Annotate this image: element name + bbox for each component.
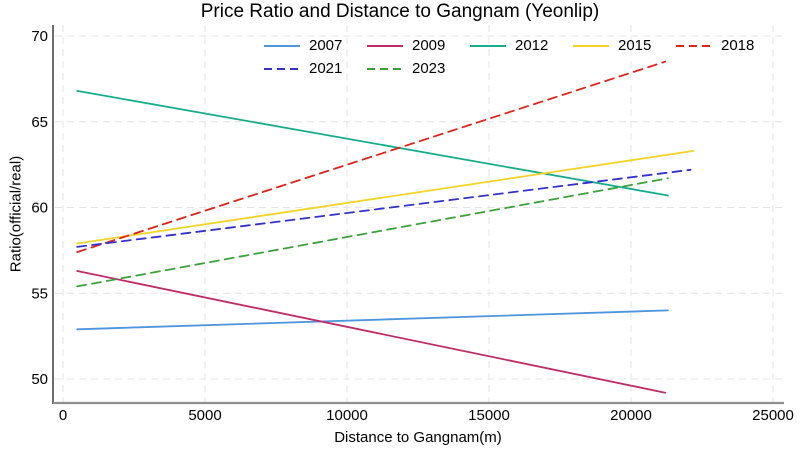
y-tick-label: 70: [31, 28, 48, 45]
legend-line-sample-2009: [367, 44, 403, 47]
series-line-2018: [76, 60, 666, 254]
legend-line-sample-2021: [264, 67, 300, 70]
series-line-2009: [76, 270, 666, 394]
series-line-2012: [76, 90, 669, 197]
legend-label: 2015: [618, 37, 652, 54]
legend-item-2023: 2023: [366, 60, 449, 77]
legend-line-sample-2023: [367, 67, 403, 70]
chart-title: Price Ratio and Distance to Gangnam (Yeo…: [200, 1, 600, 22]
x-axis-label: Distance to Gangnam(m): [334, 429, 502, 446]
series-line-2015: [76, 149, 695, 245]
legend-item-2021: 2021: [263, 60, 346, 77]
x-tick-label: 25000: [752, 407, 794, 424]
legend-label: 2009: [412, 37, 446, 54]
legend-label: 2007: [309, 37, 343, 54]
legend-row: 2007 2009 2012 2015 2018: [263, 34, 778, 57]
legend-line-sample-2018: [676, 44, 712, 47]
y-axis-label: Ratio(official/real): [7, 155, 25, 273]
x-tick-label: 20000: [610, 407, 652, 424]
legend-item-2007: 2007: [263, 37, 346, 54]
series-line-2023: [76, 177, 669, 288]
y-tick-label: 60: [31, 200, 48, 217]
y-tick-label: 65: [31, 114, 48, 131]
x-tick-label: 15000: [468, 407, 510, 424]
legend-label: 2018: [721, 37, 755, 54]
legend-label: 2021: [309, 60, 343, 77]
x-tick-label: 5000: [188, 407, 221, 424]
legend-line-sample-2007: [264, 44, 300, 47]
series-line-2021: [76, 168, 692, 248]
legend-item-2012: 2012: [469, 37, 552, 54]
x-tick-label: 0: [59, 407, 67, 424]
y-tick-label: 50: [31, 371, 48, 388]
legend-label: 2012: [515, 37, 549, 54]
legend-line-sample-2015: [573, 44, 609, 47]
legend-label: 2023: [412, 60, 446, 77]
legend-item-2018: 2018: [675, 37, 758, 54]
legend: 2007 2009 2012 2015 2018 2021 2023: [263, 34, 778, 80]
legend-item-2009: 2009: [366, 37, 449, 54]
legend-item-2015: 2015: [572, 37, 655, 54]
legend-row: 2021 2023: [263, 57, 778, 80]
x-tick-label: 10000: [326, 407, 368, 424]
y-tick-label: 55: [31, 285, 48, 302]
legend-line-sample-2012: [470, 44, 506, 47]
series-line-2007: [76, 309, 669, 331]
